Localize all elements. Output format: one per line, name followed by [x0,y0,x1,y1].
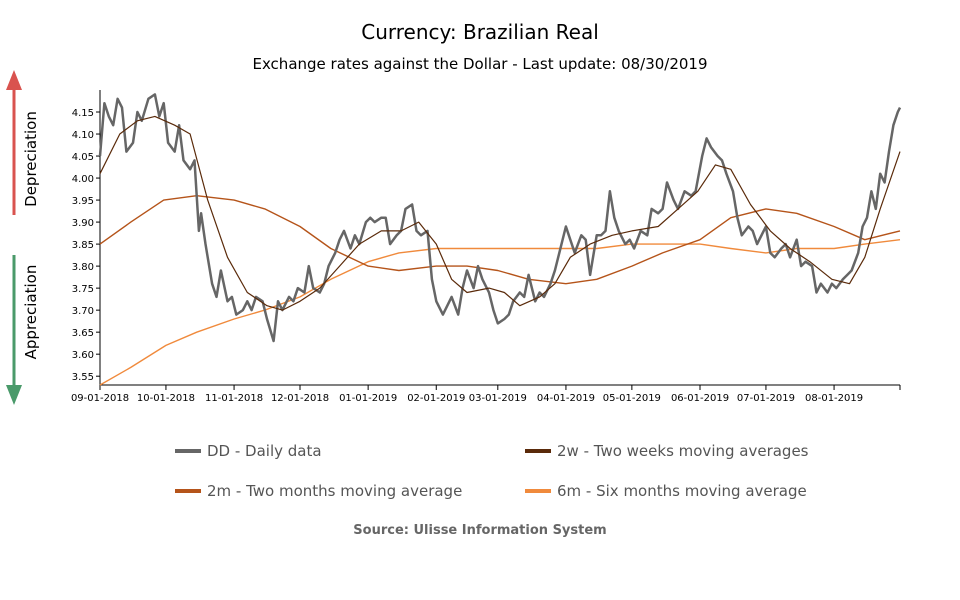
legend-item-daily: DD - Daily data [175,442,322,460]
x-tick-label: 06-01-2019 [671,393,729,404]
x-tick-label: 04-01-2019 [537,393,595,404]
legend-label-two-weeks: 2w - Two weeks moving averages [557,442,809,460]
legend-item-six-months: 6m - Six months moving average [525,482,807,500]
appreciation-label: Appreciation [22,264,40,360]
source-note: Source: Ulisse Information System [353,523,607,538]
y-tick-label: 4.15 [72,108,94,119]
legend-swatch-two-weeks [525,449,551,453]
appreciation-arrow-head [6,385,22,405]
legend-label-two-months: 2m - Two months moving average [207,482,463,500]
y-tick-label: 3.90 [72,218,94,229]
legend-swatch-six-months [525,489,551,493]
x-tick-label: 10-01-2018 [137,393,195,404]
x-tick-label: 12-01-2018 [271,393,329,404]
series-line-two-months [99,195,901,285]
series-line-six-months [99,239,901,386]
chart-title: Currency: Brazilian Real [361,20,599,44]
y-tick-label: 3.95 [72,196,94,207]
x-tick-label: 08-01-2019 [805,393,863,404]
chart-subtitle: Exchange rates against the Dollar - Last… [252,55,708,73]
y-tick-label: 3.60 [72,350,94,361]
y-tick-label: 3.55 [72,372,94,383]
legend-swatch-two-months [175,489,201,493]
legend-label-six-months: 6m - Six months moving average [557,482,807,500]
depreciation-label: Depreciation [22,111,40,207]
x-tick-label: 05-01-2019 [603,393,661,404]
y-tick-label: 3.70 [72,306,94,317]
x-tick-label: 11-01-2018 [205,393,263,404]
series-line-daily [98,93,902,343]
legend-item-two-months: 2m - Two months moving average [175,482,462,500]
y-tick-label: 3.65 [72,328,94,339]
depreciation-arrow-head [6,70,22,90]
legend-item-two-weeks: 2w - Two weeks moving averages [525,442,809,460]
x-tick-label: 01-01-2019 [339,393,397,404]
x-tick-label: 03-01-2019 [469,393,527,404]
x-tick-label: 09-01-2018 [71,393,129,404]
legend-label-daily: DD - Daily data [207,442,322,460]
y-tick-label: 4.05 [72,152,94,163]
x-tick-label: 07-01-2019 [737,393,795,404]
x-tick-label: 02-01-2019 [407,393,465,404]
y-tick-label: 3.80 [72,262,94,273]
y-tick-label: 3.85 [72,240,94,251]
series-line-two-weeks [99,115,901,311]
y-tick-label: 3.75 [72,284,94,295]
legend-swatch-daily [175,449,201,453]
y-tick-label: 4.10 [72,130,94,141]
y-tick-label: 4.00 [72,174,94,185]
